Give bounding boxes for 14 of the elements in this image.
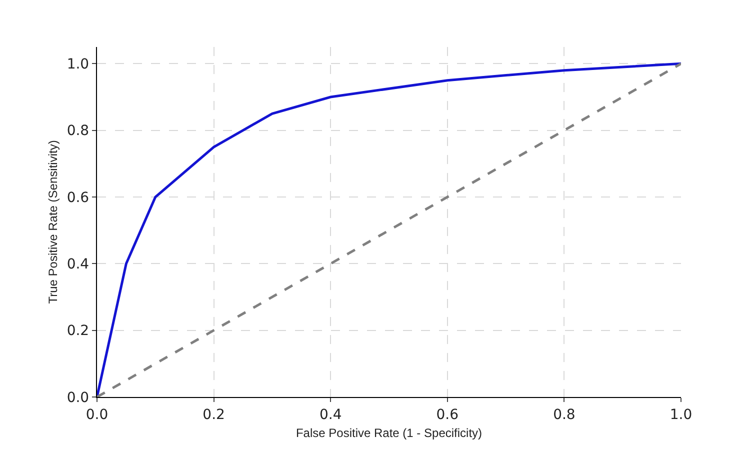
- y-axis-title: True Positive Rate (Sensitivity): [46, 140, 60, 304]
- x-tick-label: 0.0: [86, 406, 108, 423]
- x-tick-label: 1.0: [670, 406, 692, 423]
- x-tick-label: 0.2: [202, 406, 225, 423]
- y-tick-label: 0.4: [66, 256, 90, 273]
- y-tick-label: 0.0: [66, 390, 90, 406]
- x-tick-label: 0.4: [319, 406, 342, 423]
- y-tick-label: 0.8: [66, 123, 90, 140]
- y-tick-label: 0.2: [66, 323, 90, 340]
- y-tick-label: 1.0: [66, 56, 90, 73]
- x-tick-label: 0.8: [553, 406, 576, 423]
- x-tick-label: 0.6: [436, 406, 459, 423]
- y-tick-label: 0.6: [66, 190, 90, 206]
- x-axis-title: False Positive Rate (1 - Specificity): [296, 426, 482, 440]
